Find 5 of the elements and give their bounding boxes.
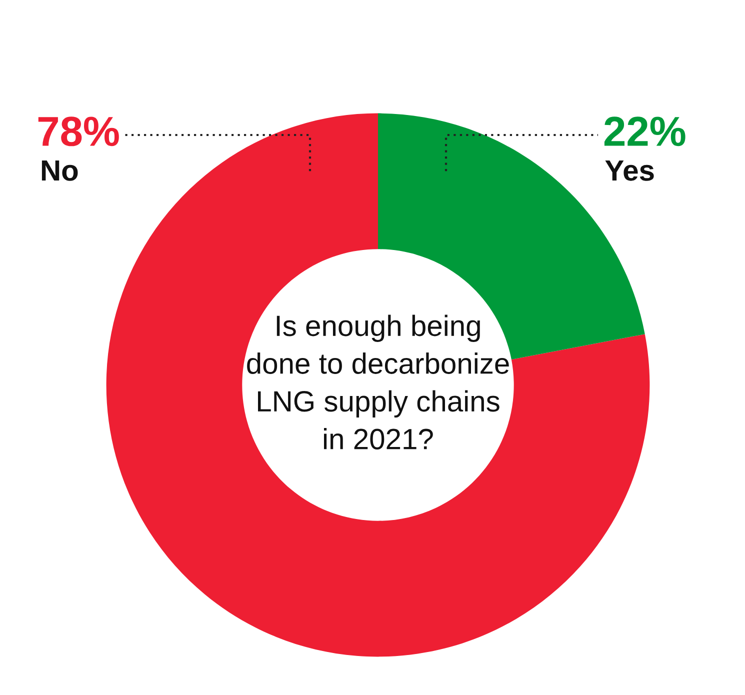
text: Is enough being done to decarbonize LNG supply chains in 2021? bbox=[247, 314, 509, 450]
slice-label: Yes bbox=[605, 160, 654, 181]
data-label: 22% bbox=[604, 116, 686, 146]
data-label: 78% bbox=[38, 116, 119, 146]
slice-label: No bbox=[42, 160, 78, 181]
